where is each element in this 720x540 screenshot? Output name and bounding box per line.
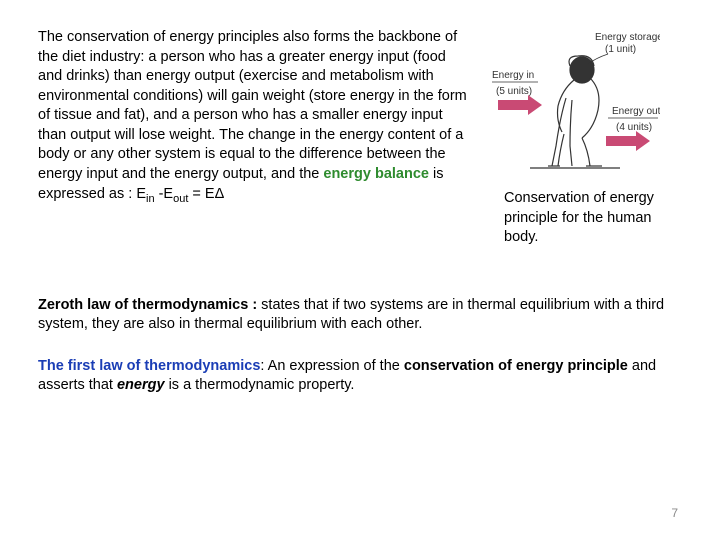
first-law-block: The first law of thermodynamics: An expr…: [38, 357, 682, 396]
page-number: 7: [671, 506, 678, 520]
human-body-diagram: Energy storage (1 unit) Energy in (5 uni…: [490, 28, 660, 183]
first-law-tail: is a thermodynamic property.: [165, 377, 355, 393]
energy-out-units: (4 units): [616, 122, 652, 133]
first-law-colon: : An expression of the: [260, 358, 403, 374]
ein-sub: in: [146, 192, 155, 204]
zeroth-law-label: Zeroth law of thermodynamics :: [38, 297, 261, 313]
dash: -E: [155, 186, 174, 202]
paragraph-pre: The conservation of energy principles al…: [38, 29, 467, 182]
zeroth-law-block: Zeroth law of thermodynamics : states th…: [38, 296, 682, 335]
energy-out-arrow-icon: [606, 131, 650, 151]
first-law-label: The first law of thermodynamics: [38, 358, 260, 374]
eout-sub: out: [173, 192, 188, 204]
main-paragraph: The conservation of energy principles al…: [38, 28, 468, 248]
energy-balance-term: energy balance: [323, 166, 429, 182]
energy-in-arrow-icon: [498, 95, 542, 115]
energy-in-units: (5 units): [496, 86, 532, 97]
energy-term: energy: [117, 377, 165, 393]
energy-storage-label: Energy storage: [595, 32, 660, 43]
equals: = EΔ: [188, 186, 224, 202]
energy-out-label: Energy out: [612, 106, 660, 117]
diagram-caption: Conservation of energy principle for the…: [490, 189, 682, 248]
human-figure-icon: [530, 56, 620, 168]
conservation-term: conservation of energy principle: [404, 358, 628, 374]
energy-in-label: Energy in: [492, 70, 534, 81]
energy-storage-units: (1 unit): [605, 44, 636, 55]
